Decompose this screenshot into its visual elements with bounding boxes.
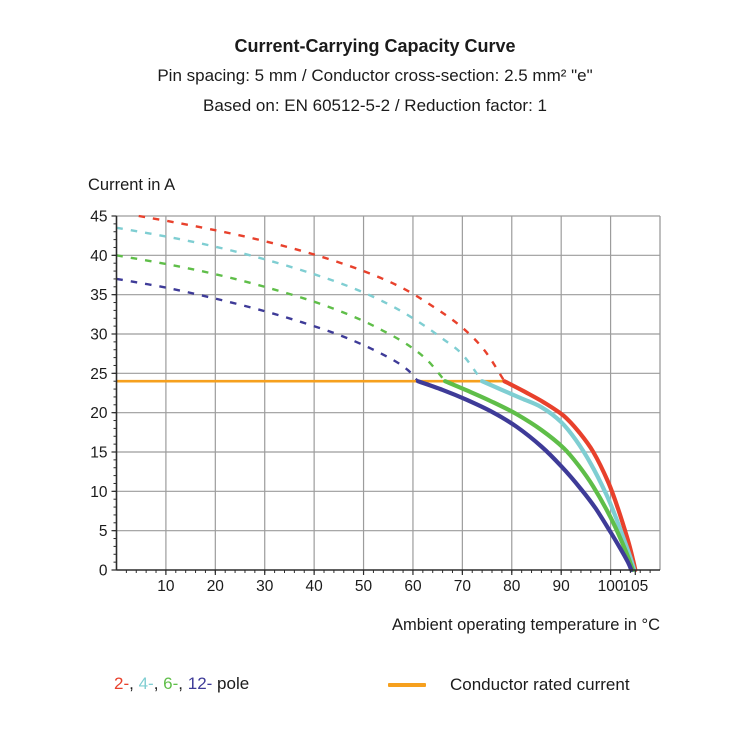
curve-solid-12-pole [415, 379, 634, 573]
pole-legend-part: , [178, 674, 188, 693]
curve-solid-6-pole [443, 379, 635, 573]
x-tick-label: 40 [306, 578, 324, 595]
y-tick-label: 45 [90, 209, 107, 226]
pole-legend: 2-, 4-, 6-, 12- pole [114, 674, 249, 694]
y-tick-label: 30 [90, 327, 108, 344]
rated-current-legend: Conductor rated current [388, 674, 630, 696]
pole-legend-part: pole [212, 674, 250, 693]
curve-dashed-2-pole [138, 214, 506, 382]
x-axis-title: Ambient operating temperature in °C [392, 616, 660, 634]
y-tick-label: 40 [90, 248, 108, 265]
curve-dashed-12-pole [116, 277, 419, 383]
y-tick-label: 0 [99, 563, 108, 580]
x-tick-label: 90 [553, 578, 571, 595]
subtitle-standard: Based on: EN 60512-5-2 / Reduction facto… [203, 96, 547, 115]
curve-solid-2-pole [502, 379, 638, 573]
pole-legend-part: 4- [138, 674, 154, 693]
subtitle-spec: Pin spacing: 5 mm / Conductor cross-sect… [157, 66, 593, 85]
page-title: Current-Carrying Capacity Curve [234, 36, 516, 56]
pole-legend-part: 2- [114, 674, 130, 693]
x-tick-label: 70 [454, 578, 472, 595]
pole-legend-part: 6- [163, 674, 179, 693]
y-tick-label: 25 [90, 366, 107, 383]
x-tick-label: 60 [404, 578, 422, 595]
x-tick-label: 80 [503, 578, 521, 595]
pole-legend-part: , [153, 674, 164, 693]
curve-solid-4-pole [480, 379, 637, 573]
y-tick-label: 35 [90, 287, 107, 304]
curve-dashed-6-pole [116, 254, 447, 382]
x-tick-label: 20 [207, 578, 225, 595]
pole-legend-part: , [129, 674, 139, 693]
y-tick-label: 15 [90, 445, 107, 462]
y-tick-label: 20 [90, 405, 108, 422]
y-tick-label: 10 [90, 484, 108, 501]
pole-legend-part: 12- [187, 674, 213, 693]
x-tick-label: 100 [598, 578, 624, 595]
x-tick-label: 10 [157, 578, 175, 595]
y-axis-title: Current in A [88, 176, 176, 194]
x-tick-label: 30 [256, 578, 274, 595]
x-tick-label: 105 [622, 578, 648, 595]
rated-current-swatch [388, 683, 426, 687]
rated-current-label: Conductor rated current [450, 675, 630, 694]
x-tick-label: 50 [355, 578, 373, 595]
y-tick-label: 5 [99, 523, 108, 540]
